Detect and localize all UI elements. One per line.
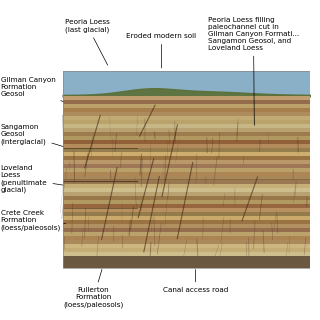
Text: Loveland
Loess
(penultimate
glacial): Loveland Loess (penultimate glacial) [1,165,63,193]
Bar [62,252,310,256]
Text: Canal access road: Canal access road [163,269,228,293]
Text: Sangamon
Geosol
(interglacial): Sangamon Geosol (interglacial) [1,124,63,147]
Text: Gilman Canyon
Formation
Geosol: Gilman Canyon Formation Geosol [1,77,63,101]
Bar [62,216,310,220]
Bar [62,71,310,268]
Bar [62,108,310,112]
Text: Fullerton
Formation
(loess/paleosols): Fullerton Formation (loess/paleosols) [63,269,124,308]
Bar [62,160,310,164]
Bar [62,136,310,140]
Bar [62,176,310,180]
Bar [62,100,310,104]
Text: Eroded modern soil: Eroded modern soil [126,33,196,68]
Bar [62,212,310,216]
Bar [62,204,310,208]
Bar [62,116,310,120]
Bar [62,144,310,148]
Bar [62,240,310,244]
Bar [62,148,310,152]
Bar [62,124,310,128]
Bar [62,112,310,116]
Bar [62,244,310,248]
Bar [62,96,310,256]
Text: Peoria Loess
(last glacial): Peoria Loess (last glacial) [65,19,110,65]
Bar [62,104,310,108]
Bar [62,156,310,160]
Bar [62,188,310,192]
Bar [62,200,310,204]
Bar [62,184,310,188]
Text: Peoria Loess filling
paleochannel cut in
Gilman Canyon Formati...
Sangamon Geoso: Peoria Loess filling paleochannel cut in… [208,17,299,125]
Bar [62,179,310,184]
Bar [62,120,310,124]
Bar [62,232,310,236]
Bar [62,236,310,240]
Bar [62,192,310,196]
Bar [62,128,310,132]
Bar [62,71,310,96]
Bar [62,164,310,168]
Bar [62,196,310,200]
Bar [62,152,310,156]
Bar [62,168,310,172]
Bar [62,172,310,176]
Text: Crete Creek
Formation
(loess/paleosols): Crete Creek Formation (loess/paleosols) [1,210,66,231]
Bar [62,96,310,100]
Bar [62,256,310,268]
Bar [62,140,310,144]
Bar [62,180,310,184]
Bar [62,228,310,232]
Bar [62,208,310,212]
Bar [62,248,310,252]
Bar [62,132,310,136]
Bar [62,224,310,228]
Bar [62,220,310,224]
